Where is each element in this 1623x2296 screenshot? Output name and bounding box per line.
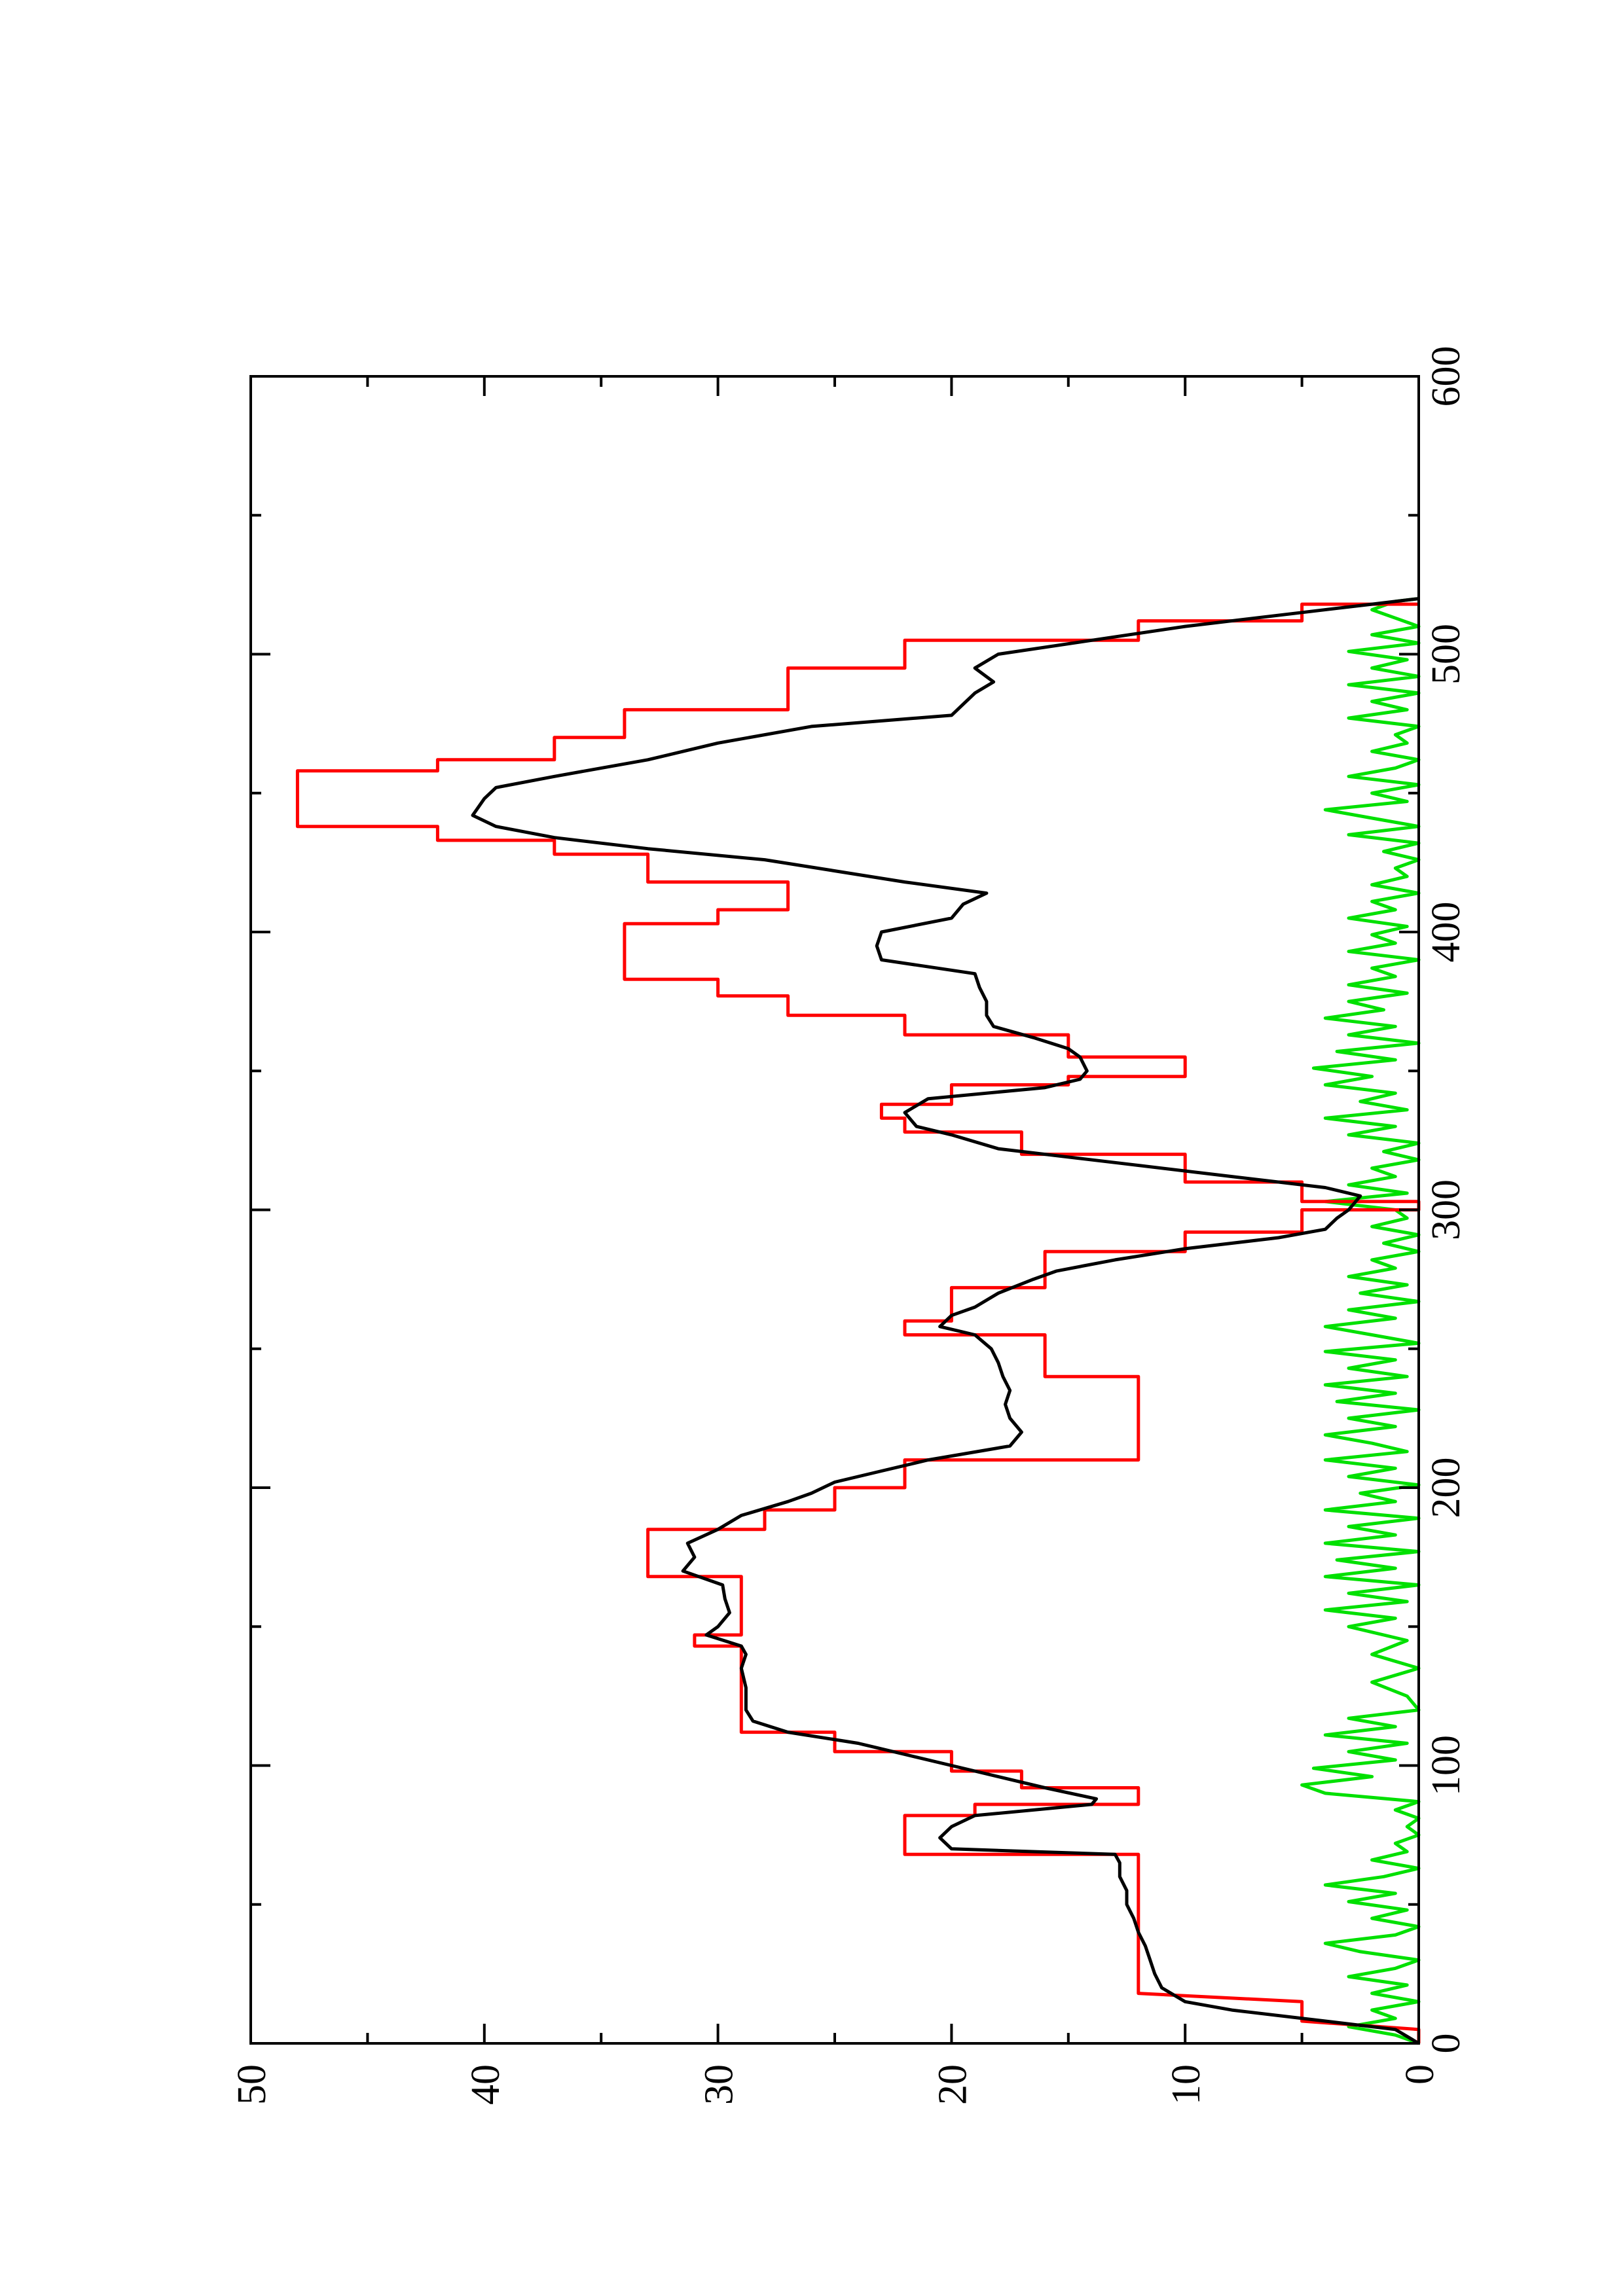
x-tick-label: 500 bbox=[1424, 624, 1468, 685]
tick-labels: 0 100 200 300 400 500 600 0 10 20 30 40 50 bbox=[230, 346, 1468, 2106]
x-tick-label: 100 bbox=[1424, 1735, 1468, 1796]
x-tick-label: 600 bbox=[1424, 346, 1468, 407]
series-line-3 bbox=[1300, 597, 1421, 2045]
x-tick-label: 400 bbox=[1424, 902, 1468, 963]
x-tick-label: 0 bbox=[1424, 2034, 1468, 2054]
x-tick-label: 300 bbox=[1424, 1179, 1468, 1240]
plot-lines bbox=[295, 597, 1421, 2045]
y-tick-label: 50 bbox=[230, 2064, 274, 2105]
series-line-1 bbox=[295, 602, 1421, 2043]
y-tick-label: 30 bbox=[697, 2064, 742, 2105]
plot-frame bbox=[249, 375, 1420, 2045]
y-tick-label: 0 bbox=[1398, 2064, 1442, 2085]
series-line-2 bbox=[471, 597, 1420, 2045]
y-tick-label: 20 bbox=[930, 2064, 975, 2105]
x-tick-label: 200 bbox=[1424, 1458, 1468, 1518]
y-tick-label: 10 bbox=[1164, 2064, 1209, 2105]
y-tick-label: 40 bbox=[464, 2064, 508, 2105]
axis-ticks bbox=[249, 375, 1420, 2045]
